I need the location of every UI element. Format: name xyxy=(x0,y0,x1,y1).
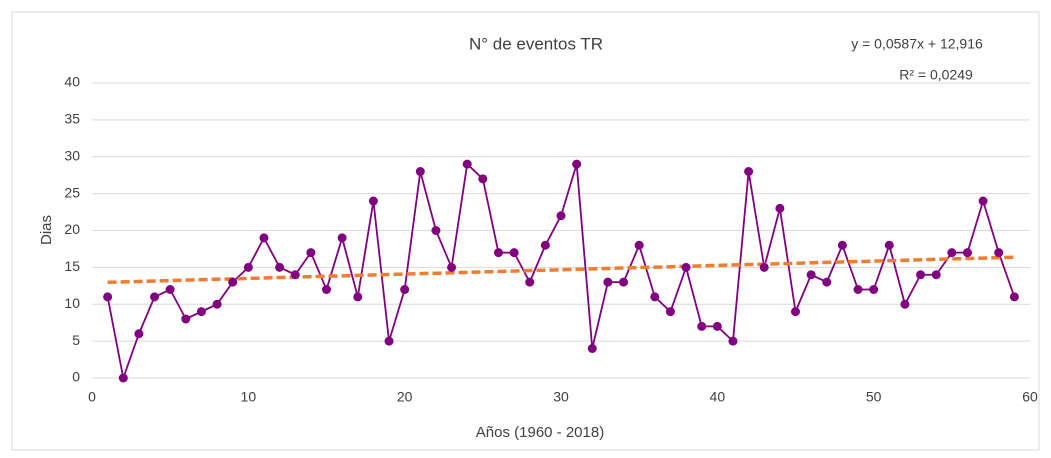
data-point xyxy=(759,262,769,272)
x-tick-label: 10 xyxy=(241,389,257,405)
data-point xyxy=(118,373,128,383)
data-point xyxy=(353,292,363,302)
x-tick-label: 20 xyxy=(397,389,413,405)
data-point xyxy=(134,329,144,339)
y-tick-label: 20 xyxy=(64,221,80,237)
data-point xyxy=(243,262,253,272)
data-point xyxy=(322,285,331,294)
data-point xyxy=(181,314,191,324)
data-point xyxy=(478,174,488,184)
data-point xyxy=(368,196,378,206)
data-point xyxy=(275,262,285,272)
x-tick-label: 50 xyxy=(866,389,882,405)
data-point xyxy=(884,240,894,250)
chart-title: N° de eventos TR xyxy=(469,34,603,53)
data-point xyxy=(681,262,691,272)
data-point xyxy=(665,307,675,317)
trendline xyxy=(107,255,1015,285)
data-point xyxy=(712,321,722,331)
y-axis-label: Dias xyxy=(38,215,55,245)
data-point xyxy=(822,277,832,287)
data-point xyxy=(962,248,972,258)
data-point xyxy=(775,203,785,213)
x-tick-label: 30 xyxy=(553,389,569,405)
data-point xyxy=(493,248,503,258)
data-point xyxy=(947,248,957,258)
data-point xyxy=(415,167,425,176)
data-point xyxy=(306,248,316,258)
data-point xyxy=(290,270,300,280)
data-point xyxy=(165,285,175,294)
y-tick-label: 10 xyxy=(64,295,80,311)
data-point xyxy=(556,211,566,221)
trend-equation: y = 0,0587x + 12,916 xyxy=(851,36,983,52)
y-tick-label: 0 xyxy=(72,369,80,385)
data-point xyxy=(603,277,613,287)
data-point xyxy=(150,292,160,302)
y-tick-label: 40 xyxy=(64,74,80,90)
data-point xyxy=(619,277,629,287)
data-point xyxy=(337,233,347,243)
y-tick-label: 30 xyxy=(64,147,80,163)
data-point xyxy=(994,248,1004,258)
y-tick-label: 15 xyxy=(64,258,80,274)
data-point xyxy=(103,292,113,302)
data-point xyxy=(900,299,910,309)
trend-r-squared: R² = 0,0249 xyxy=(899,67,973,83)
data-point xyxy=(697,321,707,331)
data-point xyxy=(853,285,863,294)
data-point xyxy=(978,196,988,206)
y-tick-label: 25 xyxy=(64,184,80,200)
x-tick-label: 60 xyxy=(1022,389,1038,405)
data-point xyxy=(196,307,206,317)
data-point xyxy=(431,226,441,235)
data-point xyxy=(525,277,535,287)
data-point xyxy=(1009,292,1019,302)
y-tick-label: 35 xyxy=(64,111,80,127)
data-point xyxy=(462,159,472,169)
data-point xyxy=(384,336,394,346)
data-point xyxy=(587,344,597,353)
x-tick-label: 0 xyxy=(88,389,96,405)
data-point xyxy=(806,270,816,280)
data-point xyxy=(259,233,269,243)
data-point xyxy=(931,270,941,280)
data-point xyxy=(400,285,410,294)
x-tick-label: 40 xyxy=(710,389,726,405)
data-point xyxy=(212,299,222,309)
data-point xyxy=(650,292,660,302)
data-point xyxy=(509,248,519,258)
data-point xyxy=(572,159,582,169)
data-point xyxy=(916,270,926,280)
data-point xyxy=(728,336,738,346)
x-axis-label: Años (1960 - 2018) xyxy=(476,424,604,441)
data-point xyxy=(634,240,644,250)
data-point xyxy=(791,307,800,317)
data-point xyxy=(447,262,457,272)
data-point xyxy=(869,285,879,294)
data-point xyxy=(228,277,238,287)
y-tick-label: 5 xyxy=(72,332,80,348)
data-point xyxy=(540,240,550,250)
data-point xyxy=(837,240,847,250)
data-point xyxy=(744,167,754,176)
